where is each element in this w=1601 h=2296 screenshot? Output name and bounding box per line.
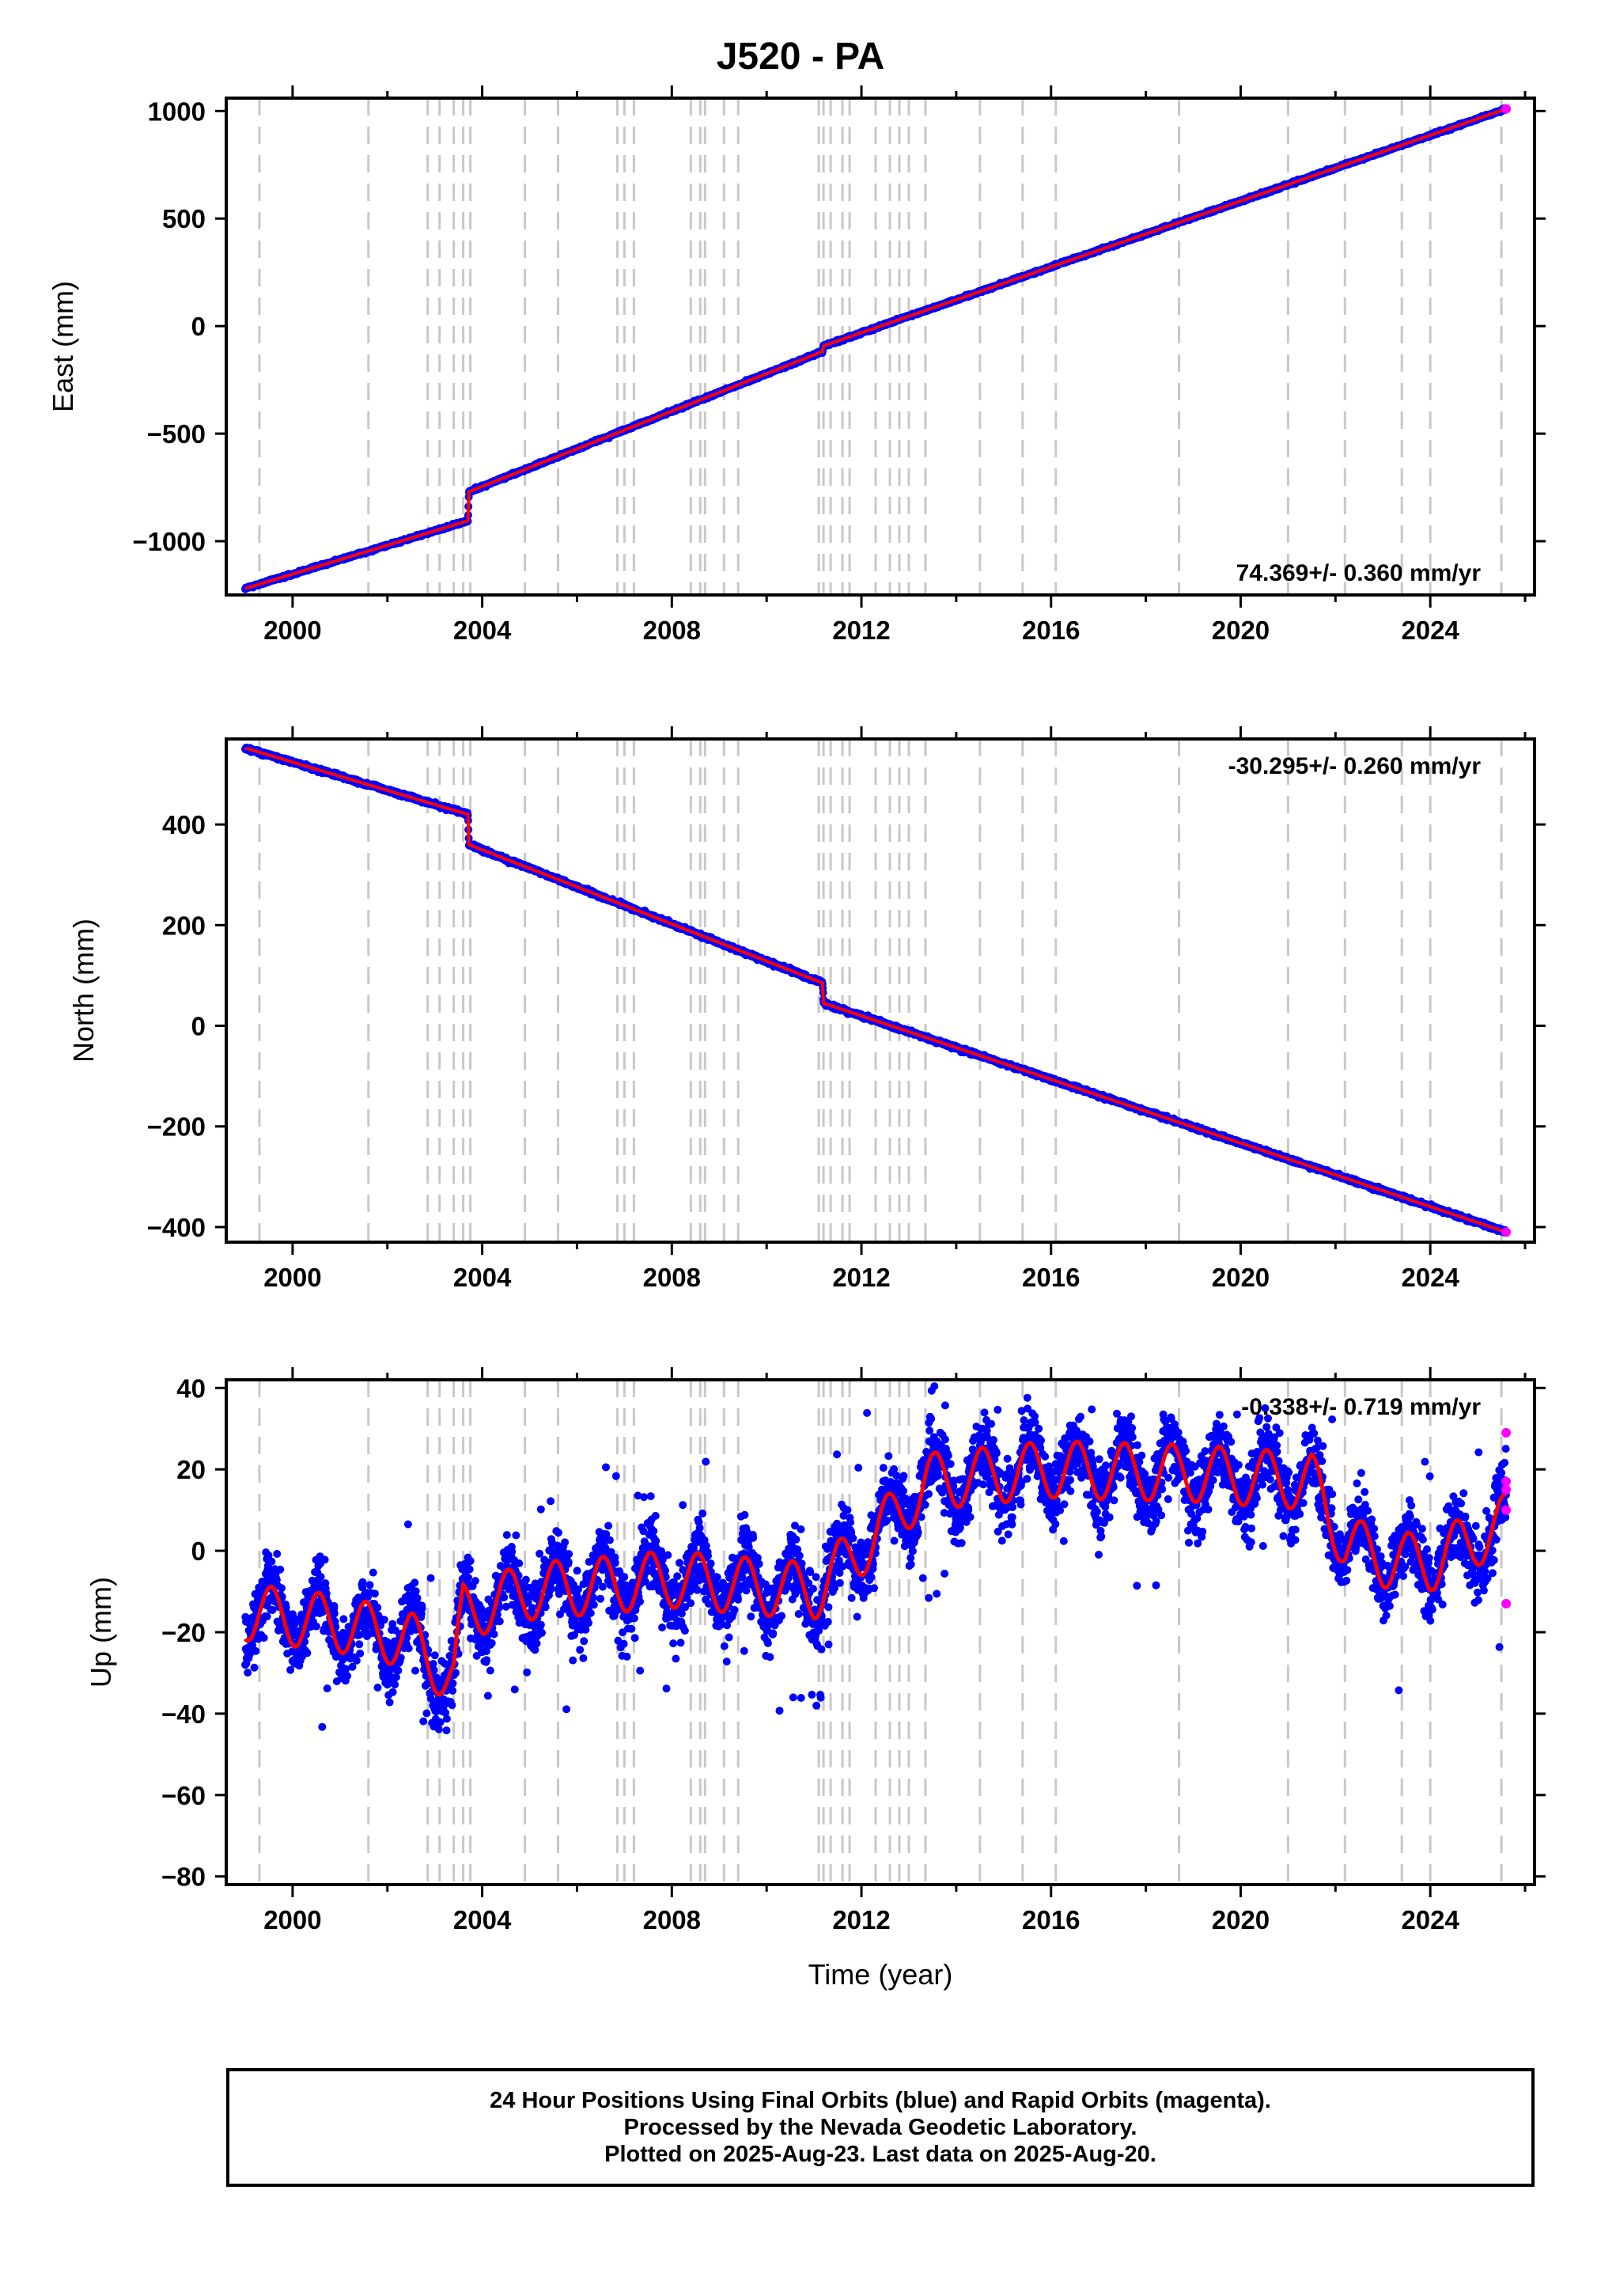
x-tick-label: 2004 [453,616,512,645]
y-tick-label: 500 [162,204,206,233]
page-title: J520 - PA [716,36,885,78]
x-tick-label: 2008 [643,616,701,645]
model-line [244,107,1508,590]
time-series-plots: 2000 2004 2008 2012 2016 2020 2024 −1000 −500 0 50… [47,85,1546,1991]
y-tick-label: 1000 [148,97,206,126]
east-panel: 2000 2004 2008 2012 2016 2020 2024 −1000 −500 0 50… [47,85,1546,645]
x-tick-label: 2016 [1022,616,1080,645]
plot-area [241,98,1512,595]
x-tick-label: 2024 [1401,616,1459,645]
plot-frame [225,97,1536,597]
plot-area [241,739,1512,1242]
x-tick-label: 2000 [263,616,321,645]
y-tick-label: −500 [147,419,206,449]
y-tick-label: 0 [191,312,206,341]
rate-label: 74.369+/- 0.360 mm/yr [1236,560,1482,586]
rapid-point [1501,104,1512,114]
x-tick-label: 2020 [1212,616,1270,645]
north-panel: 2000 2004 2008 2012 2016 2020 2024−400−2000200… [67,726,1546,1292]
y-axis-title: East (mm) [47,281,79,412]
x-tick-label: 2012 [832,616,890,645]
y-tick-label: −1000 [132,527,206,556]
